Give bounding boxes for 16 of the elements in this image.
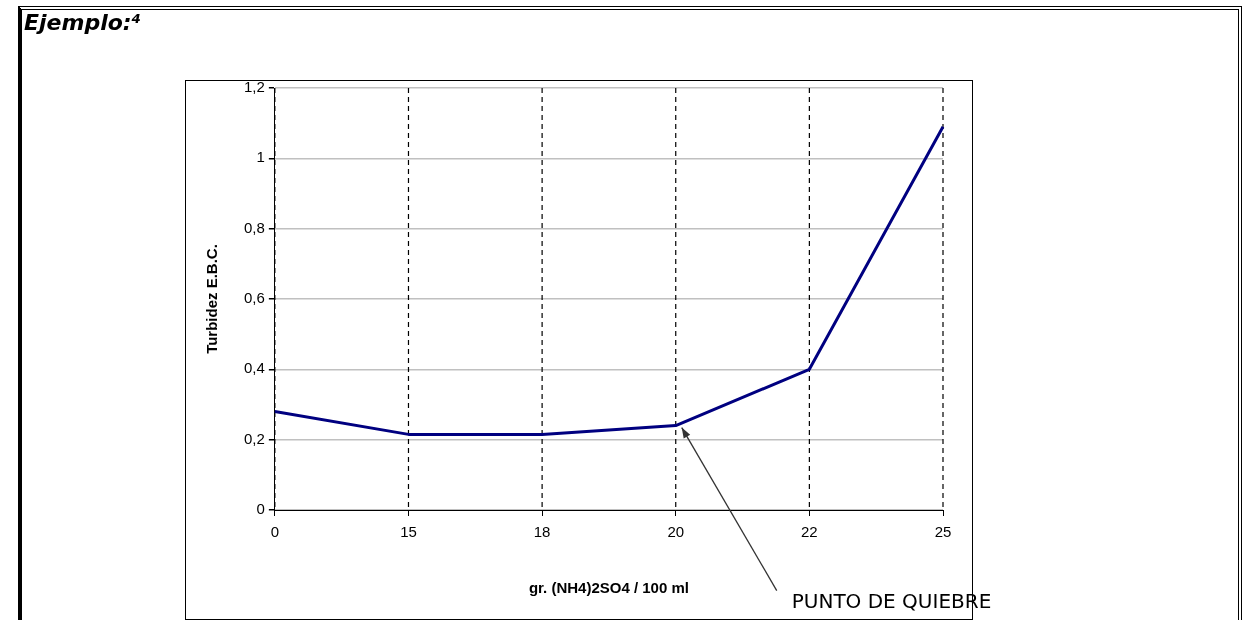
x-tick-label: 0: [270, 523, 280, 541]
y-tick-label: 0,8: [243, 218, 265, 236]
y-axis-title: Turbidez E.B.C.: [203, 244, 221, 354]
y-tick-label: 1: [256, 148, 265, 166]
y-tick-label: 0: [256, 500, 265, 518]
y-tick-label: 1,2: [243, 78, 265, 96]
x-tick-label: 18: [533, 523, 551, 541]
text: Ejemplo:⁴: [24, 10, 142, 35]
x-tick-label: 20: [667, 523, 685, 541]
x-axis-title: gr. (NH4)2SO4 / 100 ml: [528, 579, 689, 597]
x-tick-label: 15: [400, 523, 417, 541]
y-tick-label: 0,2: [243, 429, 265, 447]
x-tick-label: 25: [934, 523, 952, 541]
x-tick-label: 22: [801, 523, 818, 541]
y-tick-label: 0,6: [243, 289, 265, 307]
y-tick-label: 0,4: [243, 359, 265, 377]
